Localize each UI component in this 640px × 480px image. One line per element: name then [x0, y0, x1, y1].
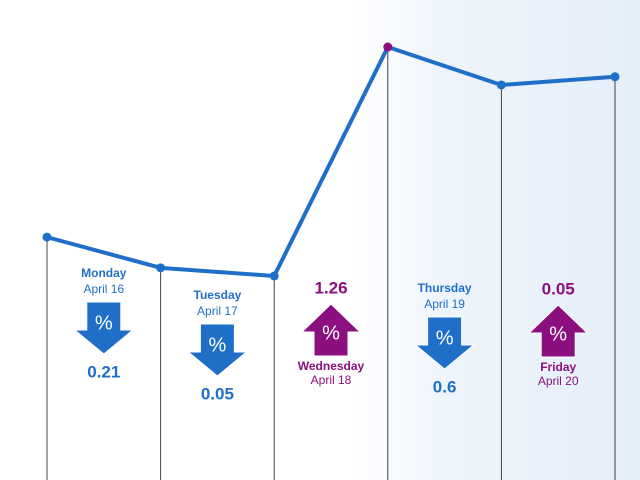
point [383, 42, 393, 52]
point [42, 232, 52, 242]
point [610, 72, 620, 82]
point [496, 80, 506, 90]
change-value: 0.05 [542, 279, 575, 298]
percent-icon: % [436, 327, 454, 349]
percent-icon: % [95, 312, 113, 334]
change-value: 0.6 [433, 377, 457, 396]
day-label: Friday [540, 360, 576, 374]
percent-icon: % [549, 323, 567, 345]
day-label: Thursday [418, 281, 472, 295]
percent-icon: % [322, 322, 340, 344]
change-value: 0.21 [87, 362, 120, 381]
date-label: April 18 [311, 373, 352, 387]
line-series [46, 45, 616, 278]
arrow-down [73, 301, 135, 355]
change-value: 1.26 [314, 278, 347, 297]
day-label: Wednesday [298, 359, 365, 373]
day-label: Monday [81, 266, 127, 280]
day-label: Tuesday [194, 288, 242, 302]
percent-icon: % [209, 334, 227, 356]
date-label: April 16 [83, 282, 124, 296]
point [269, 271, 279, 281]
change-value: 0.05 [201, 384, 234, 403]
arrow-up [527, 304, 589, 358]
arrow-up [300, 303, 362, 357]
arrow-down [187, 323, 248, 377]
point [156, 263, 166, 273]
date-label: April 17 [197, 304, 238, 318]
date-label: April 20 [538, 374, 579, 388]
date-label: April 19 [424, 297, 465, 311]
arrow-down [414, 316, 475, 370]
